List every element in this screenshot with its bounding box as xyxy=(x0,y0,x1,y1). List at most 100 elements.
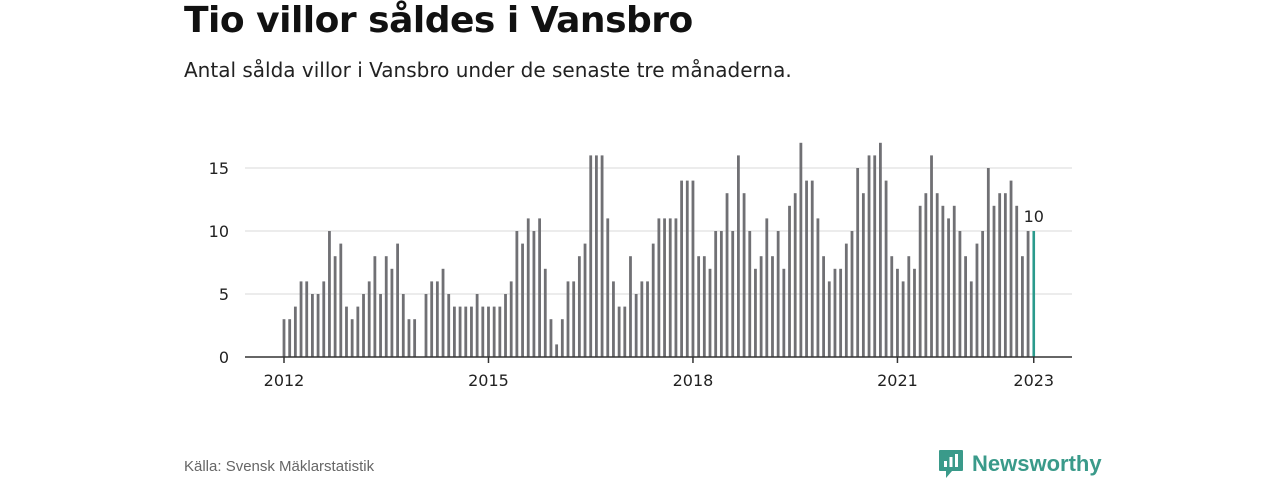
chart-title: Tio villor såldes i Vansbro xyxy=(184,0,693,41)
bar xyxy=(913,268,916,357)
bar xyxy=(765,218,769,357)
bar xyxy=(435,281,439,357)
bar xyxy=(708,268,712,357)
x-tick-label: 2015 xyxy=(468,371,509,390)
bar xyxy=(509,281,513,357)
bar xyxy=(1021,256,1024,357)
bar xyxy=(299,281,303,357)
bar xyxy=(1009,180,1013,357)
bar xyxy=(356,306,360,357)
bar xyxy=(560,319,564,357)
bar xyxy=(731,231,735,357)
bar xyxy=(316,294,320,357)
bars xyxy=(282,142,1036,357)
x-tick-label: 2023 xyxy=(1013,371,1054,390)
bar xyxy=(612,281,615,357)
bar xyxy=(930,155,933,357)
bar xyxy=(282,319,286,357)
bar xyxy=(685,180,689,357)
x-tick-label: 2018 xyxy=(673,371,714,390)
bar xyxy=(714,231,718,357)
bar xyxy=(748,231,752,357)
bar xyxy=(543,268,547,357)
y-axis-labels: 0 5 10 15 xyxy=(209,159,229,367)
bar xyxy=(941,205,945,357)
bar xyxy=(998,193,1002,357)
bar xyxy=(964,256,967,357)
bar xyxy=(333,256,337,357)
y-tick-label: 0 xyxy=(219,348,229,367)
bar xyxy=(328,231,331,357)
bar xyxy=(629,256,632,357)
bar xyxy=(475,294,479,357)
y-tick-label: 15 xyxy=(209,159,229,178)
bar xyxy=(799,142,803,357)
bar xyxy=(896,268,899,357)
bar xyxy=(827,281,831,357)
bar xyxy=(947,218,950,357)
bar xyxy=(935,193,939,357)
bar xyxy=(668,218,672,357)
bar xyxy=(657,218,661,357)
bar xyxy=(492,306,496,357)
x-tick-label: 2021 xyxy=(877,371,918,390)
bar xyxy=(521,243,524,357)
bar xyxy=(362,294,365,357)
bar xyxy=(901,281,905,357)
bar xyxy=(850,231,854,357)
bar xyxy=(742,193,746,357)
bar xyxy=(407,319,411,357)
newsworthy-logo[interactable]: Newsworthy xyxy=(938,449,1102,479)
bar xyxy=(453,306,456,357)
source-note: Källa: Svensk Mäklarstatistik xyxy=(184,458,375,475)
bar xyxy=(833,268,837,357)
bar xyxy=(549,319,553,357)
bar xyxy=(992,205,996,357)
bar xyxy=(981,231,985,357)
bar xyxy=(396,243,399,357)
bar xyxy=(805,180,808,357)
bar xyxy=(873,155,877,357)
x-tick-label: 2012 xyxy=(264,371,305,390)
bar xyxy=(844,243,848,357)
bar xyxy=(470,306,473,357)
bar xyxy=(771,256,774,357)
bar xyxy=(481,306,485,357)
bar xyxy=(986,168,990,357)
bar xyxy=(759,256,763,357)
bar xyxy=(674,218,678,357)
bar xyxy=(390,268,394,357)
bar xyxy=(339,243,343,357)
bar xyxy=(589,155,593,357)
bar xyxy=(606,218,610,357)
bar xyxy=(441,268,445,357)
bar xyxy=(651,243,655,357)
bar xyxy=(879,142,882,357)
bar xyxy=(958,231,962,357)
bar xyxy=(782,268,786,357)
bar xyxy=(384,256,388,357)
bar xyxy=(498,306,502,357)
bar xyxy=(861,193,865,357)
bar xyxy=(776,231,780,357)
bar xyxy=(924,193,928,357)
bar xyxy=(884,180,888,357)
bar xyxy=(288,319,292,357)
bar xyxy=(822,256,825,357)
bar xyxy=(890,256,894,357)
bar xyxy=(952,205,956,357)
bar xyxy=(311,294,314,357)
bar xyxy=(1003,193,1007,357)
bar xyxy=(566,281,570,357)
x-axis-labels: 2012 2015 2018 2021 2023 xyxy=(264,357,1054,390)
bar xyxy=(577,256,581,357)
bar xyxy=(350,319,354,357)
bar xyxy=(867,155,871,357)
bar-highlight xyxy=(1032,231,1036,357)
bar xyxy=(691,180,695,357)
bar xyxy=(293,306,297,357)
bar xyxy=(856,168,860,357)
bar xyxy=(918,205,922,357)
bar xyxy=(969,281,973,357)
bar xyxy=(424,294,428,357)
